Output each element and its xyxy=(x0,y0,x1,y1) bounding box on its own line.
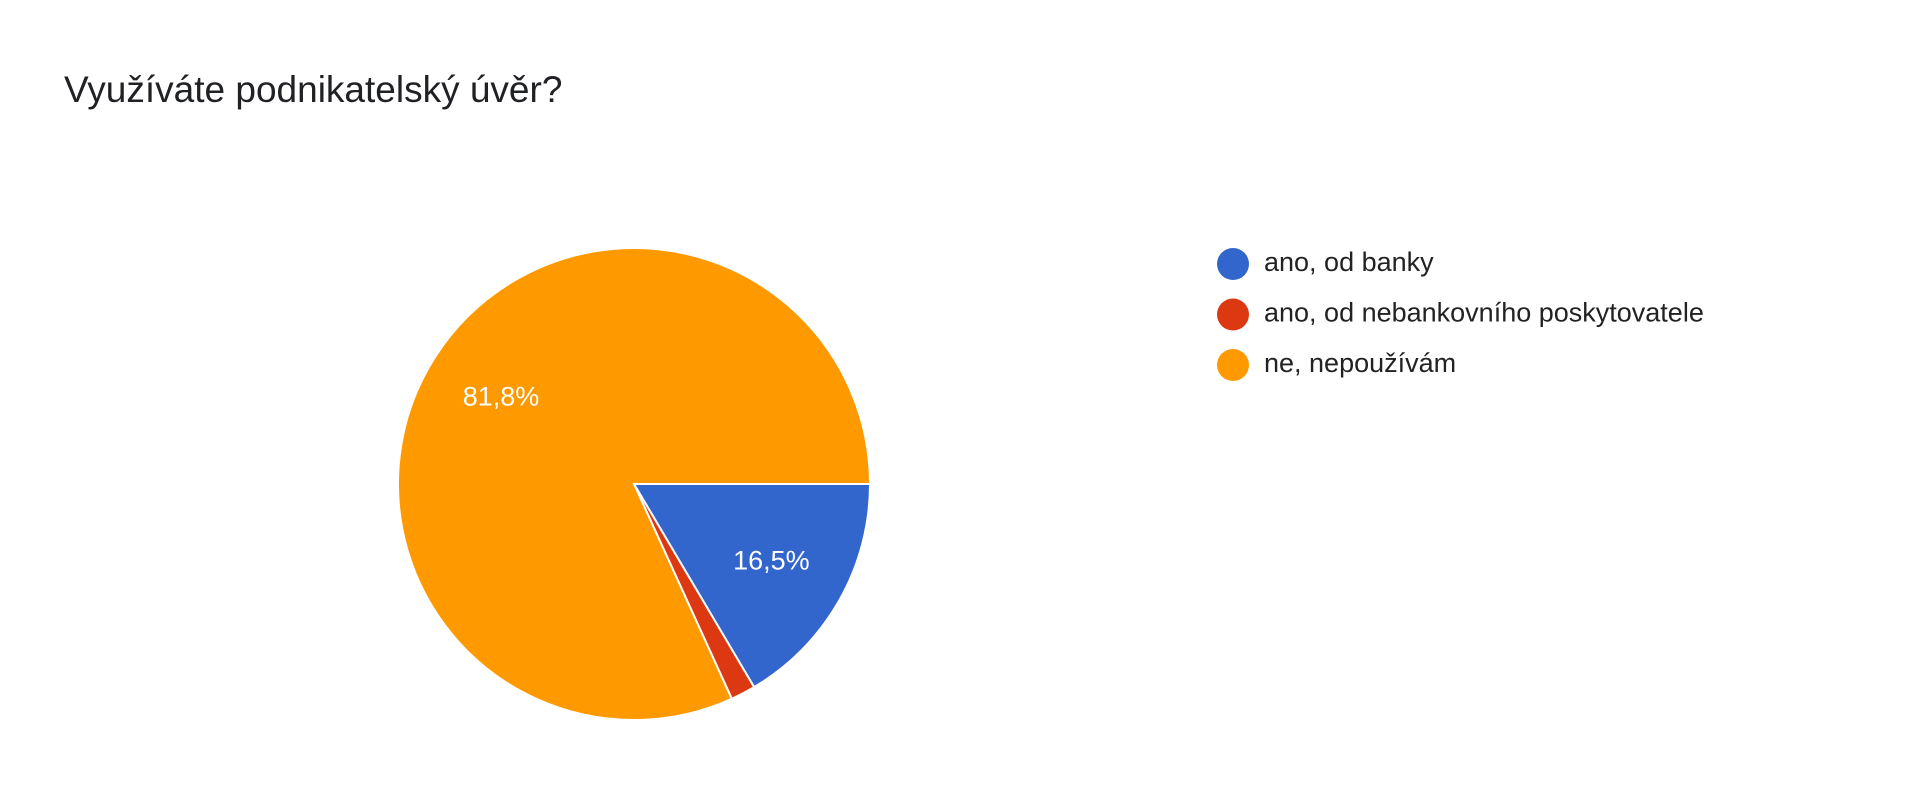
legend-label: ano, od nebankovního poskytovatele xyxy=(1264,298,1704,328)
legend-marker xyxy=(1217,248,1249,280)
legend-marker xyxy=(1217,349,1249,381)
legend-label: ano, od banky xyxy=(1264,247,1434,277)
slice-label: 81,8% xyxy=(463,382,540,412)
pie-slice xyxy=(632,483,872,689)
pie-slice xyxy=(397,247,872,721)
legend-label: ne, nepoužívám xyxy=(1264,348,1456,378)
chart-title: Využíváte podnikatelský úvěr? xyxy=(64,69,562,110)
slice-label: 16,5% xyxy=(733,545,810,575)
legend-marker xyxy=(1217,298,1249,331)
